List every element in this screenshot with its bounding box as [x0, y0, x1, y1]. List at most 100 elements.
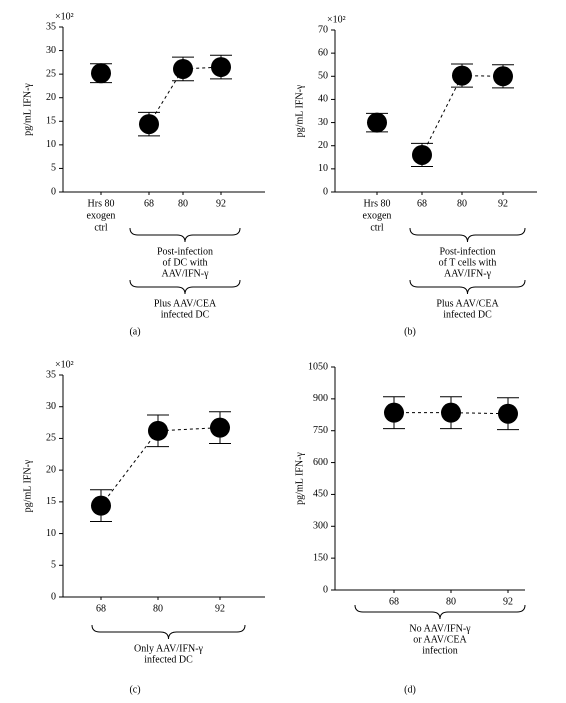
x-tick-label: 68	[417, 198, 427, 209]
y-tick-label: 150	[313, 552, 328, 563]
y-tick-label: 0	[323, 584, 328, 595]
y-tick-label: 0	[323, 186, 328, 197]
brace-label: Plus AAV/CEA	[436, 298, 499, 309]
data-point	[493, 66, 513, 87]
x-tick-label: ctrl	[370, 222, 384, 233]
data-point	[148, 420, 168, 441]
brace-label: Only AAV/IFN-γ	[134, 643, 204, 654]
data-point	[412, 144, 432, 165]
scale-label: ×10²	[55, 11, 74, 22]
x-tick-label: exogen	[363, 210, 392, 221]
y-tick-label: 50	[318, 71, 328, 82]
x-tick-label: 92	[498, 198, 508, 209]
brace	[129, 279, 241, 295]
y-axis-label: pg/mL IFN-γ	[294, 452, 305, 505]
brace-label: AAV/IFN-γ	[444, 268, 492, 279]
y-tick-label: 15	[46, 496, 56, 507]
y-tick-label: 450	[313, 489, 328, 500]
y-tick-label: 20	[318, 140, 328, 151]
y-tick-label: 40	[318, 94, 328, 105]
brace	[91, 624, 246, 640]
brace-label: No AAV/IFN-γ	[409, 623, 471, 634]
y-tick-label: 10	[46, 139, 56, 150]
x-tick-label: Hrs 80	[88, 198, 115, 209]
y-tick-label: 20	[46, 92, 56, 103]
x-tick-label: ctrl	[94, 222, 108, 233]
data-point	[452, 65, 472, 86]
x-tick-label: 92	[215, 603, 225, 614]
brace-label: Post-infection	[157, 246, 213, 257]
brace	[354, 604, 526, 620]
y-tick-label: 10	[46, 528, 56, 539]
y-tick-label: 0	[51, 186, 56, 197]
brace	[129, 227, 241, 243]
x-tick-label: 92	[216, 198, 226, 209]
data-point	[441, 402, 461, 423]
x-tick-label: Hrs 80	[364, 198, 391, 209]
brace-label: infected DC	[443, 309, 492, 320]
brace-label: AAV/IFN-γ	[161, 268, 209, 279]
x-tick-label: exogen	[87, 210, 116, 221]
y-axis-label: pg/mL IFN-γ	[22, 459, 33, 512]
data-point	[498, 403, 518, 424]
y-tick-label: 30	[46, 45, 56, 56]
data-point	[91, 495, 111, 516]
brace-label: of T cells with	[439, 257, 497, 268]
panel-label: (c)	[129, 684, 140, 695]
brace-label: Plus AAV/CEA	[154, 298, 217, 309]
data-point	[139, 114, 159, 135]
y-tick-label: 35	[46, 369, 56, 380]
panel-label: (b)	[404, 326, 416, 337]
connector-line	[148, 66, 222, 125]
x-tick-label: 80	[457, 198, 467, 209]
y-axis-label: pg/mL IFN-γ	[294, 84, 305, 137]
data-point	[91, 63, 111, 84]
brace-label: Post-infection	[439, 246, 495, 257]
panel-label: (d)	[404, 684, 416, 695]
y-tick-label: 750	[313, 425, 328, 436]
y-tick-label: 5	[51, 560, 56, 571]
y-tick-label: 900	[313, 393, 328, 404]
connector-line	[100, 427, 221, 506]
y-tick-label: 30	[46, 401, 56, 412]
x-tick-label: 68	[389, 596, 399, 607]
y-tick-label: 60	[318, 47, 328, 58]
x-tick-label: 80	[446, 596, 456, 607]
connector-line	[421, 75, 504, 156]
data-point	[384, 402, 404, 423]
y-tick-label: 30	[318, 117, 328, 128]
scale-label: ×10²	[327, 14, 346, 25]
data-point	[211, 57, 231, 78]
y-tick-label: 25	[46, 68, 56, 79]
y-tick-label: 5	[51, 163, 56, 174]
x-tick-label: 80	[178, 198, 188, 209]
brace-label: infected DC	[144, 654, 193, 665]
y-tick-label: 70	[318, 24, 328, 35]
y-axis-label: pg/mL IFN-γ	[22, 83, 33, 136]
brace-label: of DC with	[163, 257, 208, 268]
data-point	[367, 112, 387, 133]
panel-label: (a)	[129, 326, 140, 337]
brace-label: infection	[422, 645, 458, 656]
brace	[409, 227, 526, 243]
x-tick-label: 92	[503, 596, 513, 607]
x-tick-label: 68	[144, 198, 154, 209]
y-tick-label: 25	[46, 433, 56, 444]
y-tick-label: 35	[46, 21, 56, 32]
y-tick-label: 10	[318, 163, 328, 174]
x-tick-label: 68	[96, 603, 106, 614]
y-tick-label: 1050	[308, 361, 328, 372]
brace	[409, 279, 526, 295]
y-tick-label: 300	[313, 521, 328, 532]
data-point	[173, 58, 193, 79]
brace-label: infected DC	[161, 309, 210, 320]
brace-label: or AAV/CEA	[413, 634, 467, 645]
x-tick-label: 80	[153, 603, 163, 614]
y-tick-label: 0	[51, 591, 56, 602]
data-point	[210, 417, 230, 438]
scale-label: ×10²	[55, 359, 74, 370]
y-tick-label: 20	[46, 464, 56, 475]
y-tick-label: 600	[313, 457, 328, 468]
y-tick-label: 15	[46, 116, 56, 127]
